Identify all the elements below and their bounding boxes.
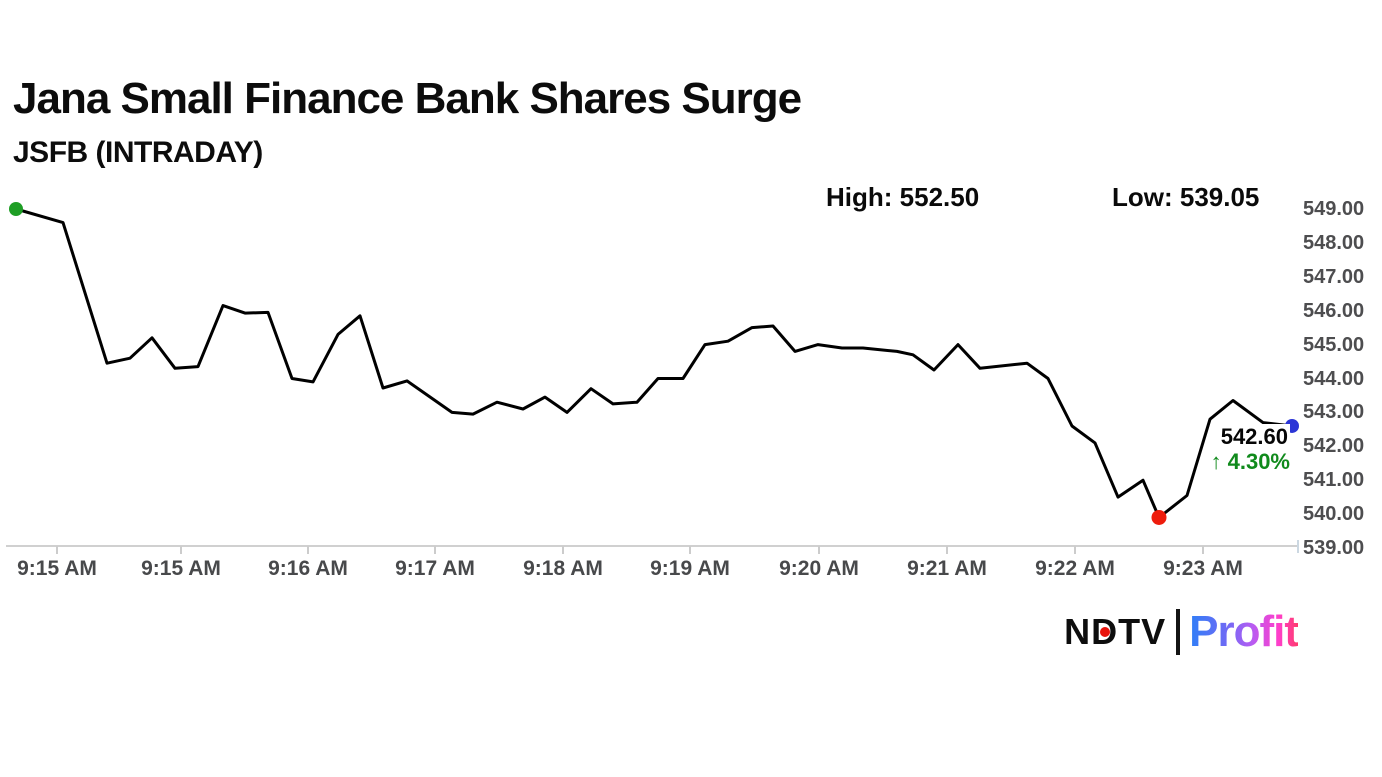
high-label: High: 552.50 <box>826 182 980 212</box>
ndtv-red-dot-icon <box>1100 627 1111 637</box>
y-axis-tick-label: 541.00 <box>1303 469 1365 491</box>
low-marker-dot <box>1151 509 1167 525</box>
x-axis-tick-label: 9:15 AM <box>17 557 97 580</box>
page-title: Jana Small Finance Bank Shares Surge <box>13 74 802 123</box>
profit-wordmark: Profit <box>1189 607 1299 656</box>
x-axis-tick-label: 9:20 AM <box>779 557 859 580</box>
y-axis-tick-label: 549.00 <box>1303 198 1365 220</box>
ndtv-profit-logo: NDTV Profit <box>1064 606 1299 658</box>
y-axis-tick-label: 540.00 <box>1303 503 1365 525</box>
open-marker-dot <box>9 202 23 216</box>
x-axis-tick-label: 9:19 AM <box>650 557 730 580</box>
change-percent-value: 4.30% <box>1227 449 1290 474</box>
last-price-label: 542.60 <box>1218 424 1290 450</box>
low-label: Low: 539.05 <box>1112 182 1260 212</box>
y-axis-tick-label: 546.00 <box>1303 300 1365 322</box>
x-axis-tick-label: 9:18 AM <box>523 557 603 580</box>
y-axis-tick-label: 544.00 <box>1303 368 1365 390</box>
change-percent-label: ↑ 4.30% <box>1211 449 1290 475</box>
y-axis-tick-label: 548.00 <box>1303 232 1365 254</box>
page-subtitle: JSFB (INTRADAY) <box>13 136 263 169</box>
y-axis-tick-label: 542.00 <box>1303 435 1365 457</box>
x-axis-tick-label: 9:22 AM <box>1035 557 1115 580</box>
price-line <box>14 207 1294 519</box>
x-axis-tick-label: 9:21 AM <box>907 557 987 580</box>
ndtv-wordmark: NDTV <box>1064 606 1166 658</box>
x-axis-tick-label: 9:17 AM <box>395 557 475 580</box>
x-axis-tick-label: 9:23 AM <box>1163 557 1243 580</box>
y-axis-tick-label: 539.00 <box>1303 537 1365 559</box>
intraday-chart <box>6 202 1299 554</box>
y-axis-tick-label: 545.00 <box>1303 334 1365 356</box>
x-axis-tick-label: 9:16 AM <box>268 557 348 580</box>
y-axis-tick-label: 547.00 <box>1303 266 1365 288</box>
up-arrow-icon: ↑ <box>1210 449 1222 474</box>
y-axis-tick-label: 543.00 <box>1303 401 1365 423</box>
x-axis-tick-label: 9:15 AM <box>141 557 221 580</box>
ndtv-text: NDTV <box>1064 611 1167 652</box>
logo-separator <box>1176 609 1181 655</box>
